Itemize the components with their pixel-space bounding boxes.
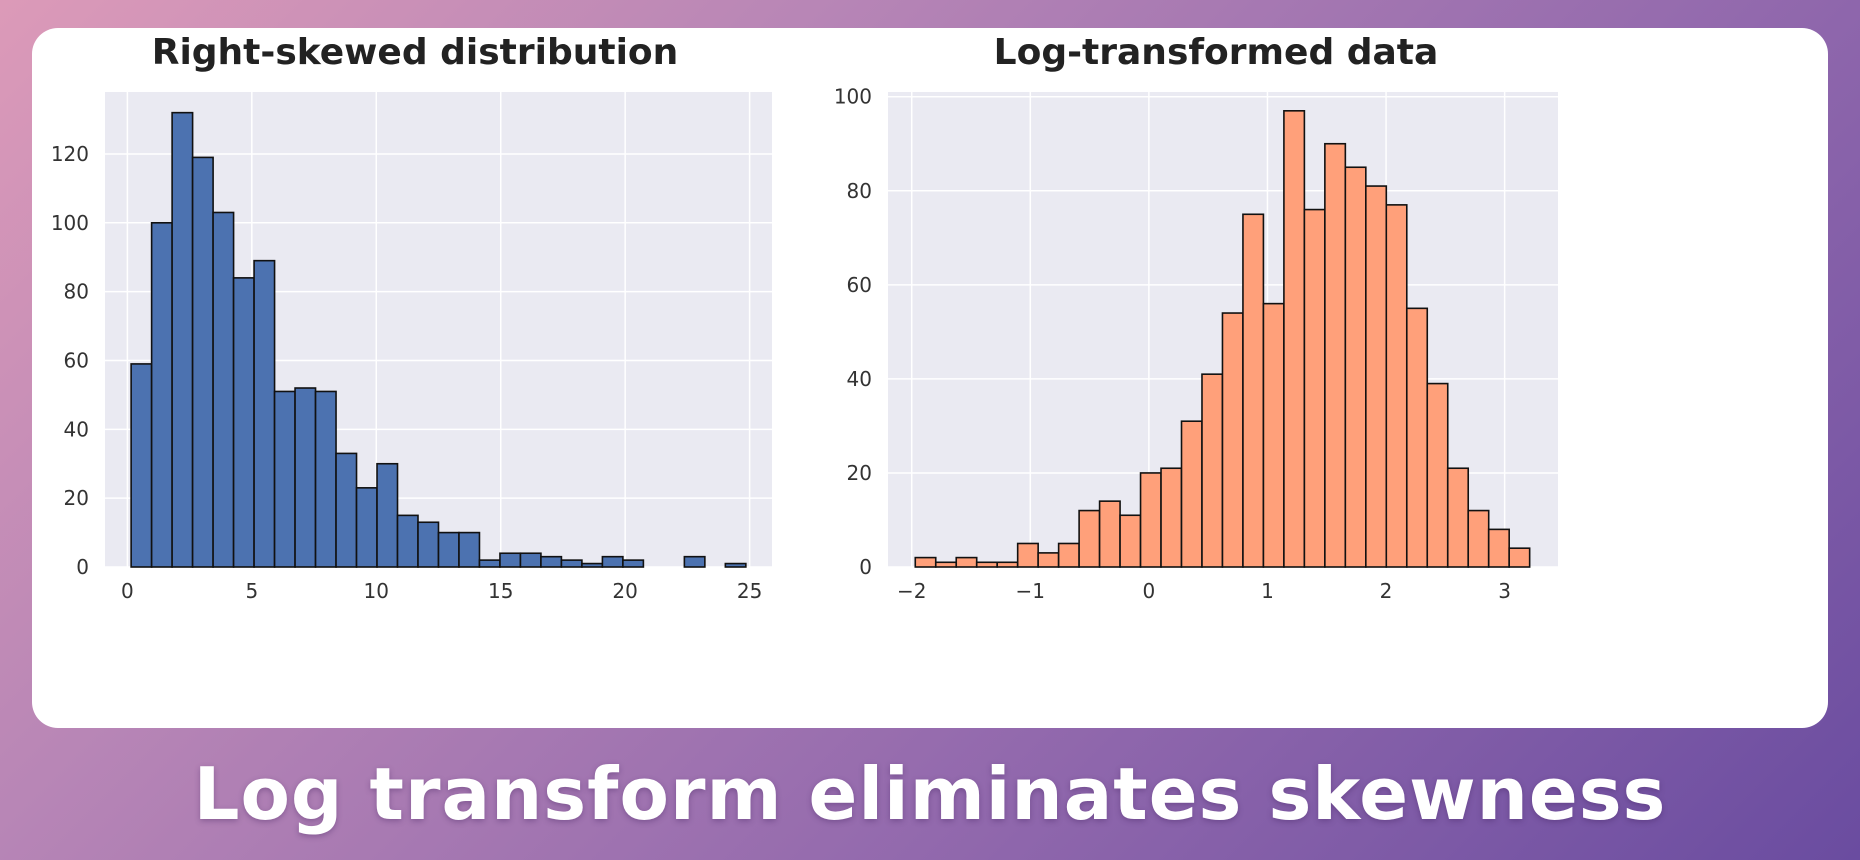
left-chart: 0 5 10 15 20 25 0 20 40 60 80 100 120 Right-skewed di… <box>51 32 772 603</box>
left-y-tick-label: 60 <box>64 348 89 372</box>
right-chart-title: Log-transformed data <box>994 32 1439 73</box>
right-y-tick-label: 100 <box>834 85 872 109</box>
right-x-tick-label: 2 <box>1380 579 1393 603</box>
right-bar <box>1385 204 1408 568</box>
right-bar <box>1160 467 1183 568</box>
right-bar <box>1262 302 1285 568</box>
left-bar <box>622 559 645 568</box>
left-x-tick-label: 25 <box>737 579 762 603</box>
left-x-tick-label: 0 <box>121 579 134 603</box>
right-bar <box>1303 208 1326 568</box>
caption: Log transform eliminates skewness <box>193 752 1667 836</box>
left-y-tick-label: 40 <box>64 417 89 441</box>
right-bar <box>914 556 937 568</box>
right-bar <box>1139 472 1162 568</box>
right-bar <box>1201 373 1224 568</box>
left-bar <box>540 555 563 568</box>
left-x-tick-label: 5 <box>245 579 258 603</box>
left-bar <box>130 363 153 568</box>
right-bar <box>1078 509 1101 568</box>
right-bar <box>975 561 998 568</box>
right-bar <box>1180 420 1203 568</box>
left-bar <box>171 111 194 568</box>
left-bar <box>355 487 378 568</box>
left-bar <box>273 390 296 568</box>
left-bar <box>191 156 214 568</box>
right-bar <box>1016 542 1039 568</box>
right-bar <box>1467 509 1490 568</box>
right-bar <box>1426 382 1449 568</box>
right-chart: −2 −1 0 1 2 3 0 20 40 60 80 100 Log-transformed data <box>834 32 1558 603</box>
right-bar <box>1405 307 1429 568</box>
right-bar <box>1057 542 1080 568</box>
right-bar <box>1365 185 1388 568</box>
right-x-tick-label: 0 <box>1143 579 1156 603</box>
left-bar <box>294 387 317 568</box>
left-bar <box>417 521 440 568</box>
left-bar <box>437 531 460 568</box>
left-bar <box>478 559 501 568</box>
right-x-tick-label: 1 <box>1261 579 1274 603</box>
left-bar <box>560 559 583 568</box>
right-y-tick-label: 40 <box>847 367 872 391</box>
right-bar <box>1098 500 1121 568</box>
right-x-tick-label: −2 <box>897 579 926 603</box>
left-y-tick-label: 100 <box>51 211 89 235</box>
right-bar <box>1508 547 1531 568</box>
left-x-tick-label: 10 <box>364 579 389 603</box>
right-bar <box>955 556 978 568</box>
chart-card: 0 5 10 15 20 25 0 20 40 60 80 100 120 Right-skewed di… <box>32 28 1828 728</box>
left-y-tick-label: 20 <box>64 486 89 510</box>
left-bar <box>396 514 419 568</box>
left-bar <box>212 211 235 568</box>
left-bar <box>724 562 747 568</box>
left-bar <box>253 259 276 568</box>
right-bar <box>1221 312 1244 568</box>
left-bar <box>519 552 542 568</box>
left-bar <box>314 390 337 568</box>
right-x-tick-label: 3 <box>1498 579 1511 603</box>
left-bar <box>499 552 522 568</box>
right-bar <box>996 561 1019 568</box>
right-y-tick-label: 60 <box>847 273 872 297</box>
right-bar <box>1446 467 1470 568</box>
left-x-tick-label: 20 <box>612 579 637 603</box>
right-bar <box>1037 552 1060 568</box>
right-bar <box>1487 528 1510 568</box>
left-y-tick-label: 120 <box>51 142 89 166</box>
left-bar <box>601 555 624 568</box>
left-bar <box>376 462 399 568</box>
right-y-tick-label: 0 <box>859 555 872 579</box>
right-bar <box>1324 142 1347 568</box>
left-bar <box>581 562 604 568</box>
right-y-tick-label: 80 <box>847 179 872 203</box>
left-bar <box>232 277 255 568</box>
left-chart-title: Right-skewed distribution <box>152 32 679 73</box>
right-bar <box>1344 166 1367 568</box>
right-bar <box>934 561 958 568</box>
right-bar <box>1283 110 1306 568</box>
left-y-tick-label: 0 <box>76 555 89 579</box>
right-y-tick-label: 20 <box>847 461 872 485</box>
left-bar <box>150 221 173 568</box>
right-bar <box>1119 514 1142 568</box>
right-x-tick-label: −1 <box>1016 579 1045 603</box>
left-bar <box>683 555 706 568</box>
left-y-tick-label: 80 <box>64 280 89 304</box>
left-x-tick-label: 15 <box>488 579 513 603</box>
left-bar <box>458 531 481 568</box>
left-bar <box>335 452 358 568</box>
right-bar <box>1242 213 1265 568</box>
